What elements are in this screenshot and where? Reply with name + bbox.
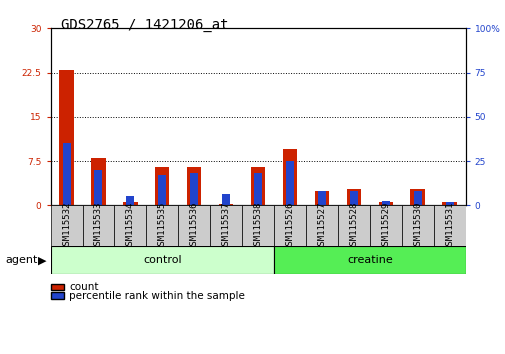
FancyBboxPatch shape [50, 205, 82, 246]
Bar [282, 149, 296, 205]
FancyBboxPatch shape [50, 246, 274, 274]
FancyBboxPatch shape [306, 205, 337, 246]
Bar [445, 202, 452, 205]
Text: GSM115533: GSM115533 [94, 201, 103, 250]
Bar [155, 167, 169, 205]
Bar [59, 70, 74, 205]
FancyBboxPatch shape [433, 205, 465, 246]
Text: GSM115538: GSM115538 [253, 201, 262, 250]
Bar [187, 167, 201, 205]
Bar [413, 191, 421, 205]
Text: GSM115531: GSM115531 [444, 201, 453, 250]
Bar [126, 196, 134, 205]
Bar [349, 191, 357, 205]
Bar [158, 175, 166, 205]
Text: GSM115536: GSM115536 [189, 201, 198, 250]
FancyBboxPatch shape [178, 205, 210, 246]
Bar [410, 189, 424, 205]
Bar [219, 204, 233, 205]
FancyBboxPatch shape [114, 205, 146, 246]
Text: GDS2765 / 1421206_at: GDS2765 / 1421206_at [61, 18, 228, 32]
Text: ▶: ▶ [38, 255, 46, 265]
Text: creatine: creatine [346, 255, 392, 265]
Bar [314, 190, 328, 205]
FancyBboxPatch shape [146, 205, 178, 246]
Text: GSM115526: GSM115526 [285, 201, 294, 250]
Text: GSM115527: GSM115527 [317, 201, 326, 250]
FancyBboxPatch shape [401, 205, 433, 246]
Bar [63, 143, 70, 205]
Text: GSM115532: GSM115532 [62, 201, 71, 250]
Bar [346, 189, 360, 205]
Bar [222, 194, 230, 205]
FancyBboxPatch shape [82, 205, 114, 246]
Bar [123, 202, 137, 205]
FancyBboxPatch shape [210, 205, 241, 246]
FancyBboxPatch shape [274, 246, 465, 274]
Text: GSM115537: GSM115537 [221, 201, 230, 250]
Text: GSM115535: GSM115535 [158, 201, 167, 250]
Bar [94, 170, 102, 205]
Bar [285, 161, 293, 205]
Bar [381, 201, 389, 205]
Text: percentile rank within the sample: percentile rank within the sample [69, 291, 245, 301]
Text: GSM115534: GSM115534 [126, 201, 135, 250]
Bar [254, 173, 262, 205]
Bar [190, 173, 198, 205]
Bar [91, 158, 106, 205]
Text: agent: agent [5, 255, 37, 265]
Text: control: control [143, 255, 181, 265]
Text: count: count [69, 282, 98, 292]
FancyBboxPatch shape [241, 205, 274, 246]
FancyBboxPatch shape [369, 205, 401, 246]
Bar [441, 202, 456, 205]
FancyBboxPatch shape [274, 205, 306, 246]
Text: GSM115528: GSM115528 [348, 201, 358, 250]
Text: GSM115529: GSM115529 [380, 201, 389, 250]
Bar [250, 167, 265, 205]
FancyBboxPatch shape [337, 205, 369, 246]
Text: GSM115530: GSM115530 [412, 201, 421, 250]
Bar [317, 191, 325, 205]
Bar [378, 202, 392, 205]
